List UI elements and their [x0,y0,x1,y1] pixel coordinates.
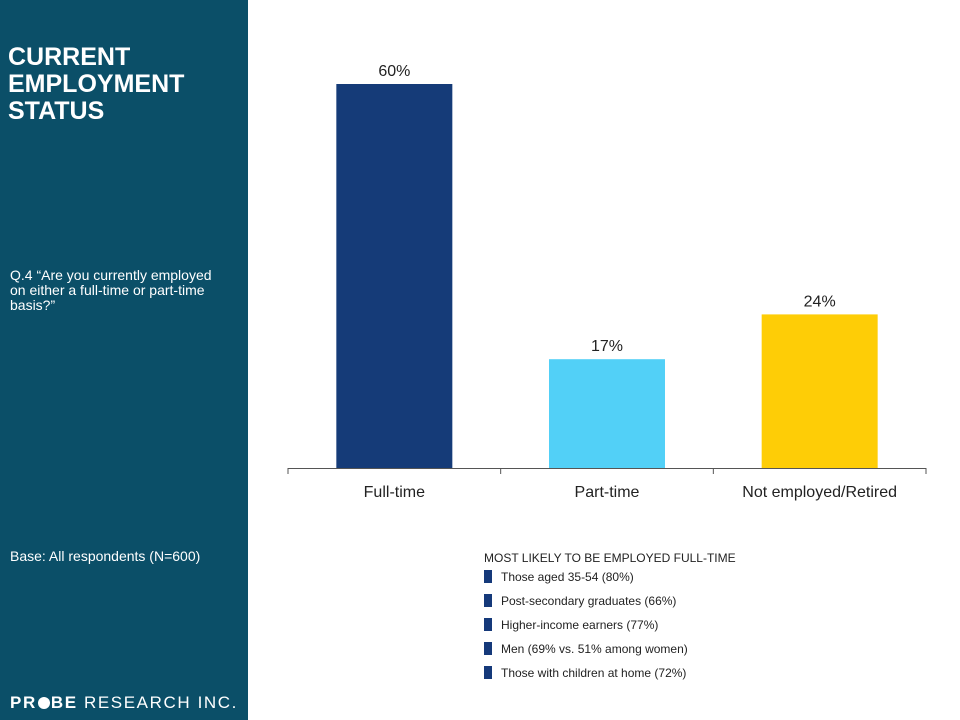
notes-item-text: Post-secondary graduates (66%) [501,594,677,608]
notes-item-text: Those aged 35-54 (80%) [501,570,634,584]
bar-0 [336,84,453,468]
notes-item-text: Men (69% vs. 51% among women) [501,642,688,656]
notes-list-item: Higher-income earners (77%) [484,618,904,642]
category-label-0: Full-time [364,484,425,501]
bar-2 [761,314,878,468]
square-bullet-icon [484,594,492,607]
notes-list: Those aged 35-54 (80%) Post-secondary gr… [484,570,904,690]
slide-title-line-2: EMPLOYMENT [8,70,185,98]
category-label-1: Part-time [575,484,640,501]
probe-research-logo: PR BE RESEARCH INC. [10,692,246,714]
bar-value-label-2: 24% [804,293,836,310]
bars-layer [336,84,878,468]
bar-value-label-1: 17% [591,338,623,355]
slide-title-line-1: CURRENT [8,43,131,71]
bar-chart: 60% Full-time 17% Part-time 24% Not employed/… [287,63,927,501]
notes-item-text: Higher-income earners (77%) [501,618,659,632]
square-bullet-icon [484,666,492,679]
notes-list-item: Those with children at home (72%) [484,666,904,690]
notes-list-item: Those aged 35-54 (80%) [484,570,904,594]
bar-value-label-0: 60% [378,63,410,80]
square-bullet-icon [484,642,492,655]
notes-title: MOST LIKELY TO BE EMPLOYED FULL-TIME [484,551,736,565]
logo-text-part2: BE [50,693,78,712]
slide-title: CURRENT EMPLOYMENT STATUS [8,44,238,125]
sidebar: CURRENT EMPLOYMENT STATUS Q.4 “Are you c… [0,0,248,720]
logo-text-part3: RESEARCH INC. [77,693,238,712]
labels-layer: 60% Full-time 17% Part-time 24% Not employed/… [364,63,897,501]
logo-dot-icon [37,697,50,709]
bar-1 [549,359,665,468]
survey-question: Q.4 “Are you currently employed on eithe… [10,267,212,313]
square-bullet-icon [484,570,492,583]
category-label-2: Not employed/Retired [742,484,897,501]
slide-title-line-3: STATUS [8,97,105,125]
x-axis [287,468,927,474]
full-time-notes: MOST LIKELY TO BE EMPLOYED FULL-TIME Tho… [484,550,904,690]
logo-text-part1: PR [10,693,37,712]
square-bullet-icon [484,618,492,631]
base-note: Base: All respondents (N=600) [10,548,201,564]
notes-list-item: Men (69% vs. 51% among women) [484,642,904,666]
notes-list-item: Post-secondary graduates (66%) [484,594,904,618]
notes-item-text: Those with children at home (72%) [501,666,687,680]
